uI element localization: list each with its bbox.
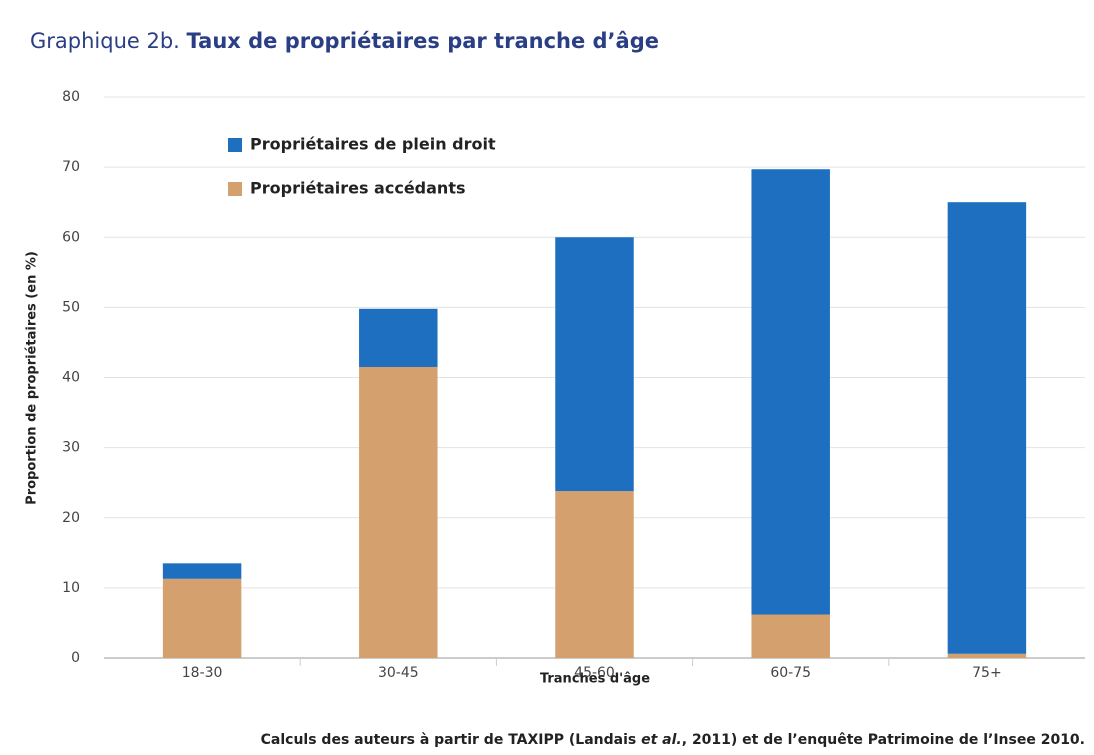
y-tick-label: 70 (62, 159, 80, 175)
x-tick-label: 18-30 (182, 665, 223, 681)
chart-title: Graphique 2b. Taux de propriétaires par … (30, 29, 659, 53)
title-text: Taux de propriétaires par tranche d’âge (187, 29, 659, 53)
bar-segment (947, 202, 1027, 654)
y-tick-label: 40 (62, 370, 80, 386)
bar-segment (555, 491, 634, 658)
bar-segment (751, 614, 830, 658)
bar-segment (162, 563, 242, 579)
source-part: et al. (641, 732, 682, 748)
x-tick-label: 45-60 (574, 665, 615, 681)
bar-segment (555, 237, 634, 492)
legend-swatch (228, 138, 242, 152)
y-tick-label: 30 (62, 440, 80, 456)
bar-segment (162, 578, 242, 658)
y-tick-label: 80 (62, 89, 80, 105)
bar-segment (359, 366, 438, 658)
y-tick-label: 60 (62, 229, 80, 245)
y-tick-label: 20 (62, 510, 80, 526)
x-tick-label: 30-45 (378, 665, 419, 681)
source-part: , 2011) et de l’enquête Patrimoine de l’… (682, 732, 1085, 748)
x-axis-label: Tranches d'âge (540, 672, 650, 687)
x-tick-label: 60-75 (770, 665, 811, 681)
source-part: Calculs des auteurs à partir de TAXIPP (… (261, 732, 641, 748)
y-tick-label: 10 (62, 580, 80, 596)
y-axis-label: Proportion de propriétaires (en %) (25, 251, 40, 505)
legend-swatch (228, 182, 242, 196)
y-tick-label: 0 (71, 650, 80, 666)
bar-segment (947, 653, 1027, 658)
bar-segment (751, 169, 830, 615)
legend-label: Propriétaires de plein droit (250, 135, 496, 154)
bar-segment (359, 308, 438, 367)
x-tick-label: 75+ (972, 665, 1002, 681)
legend-label: Propriétaires accédants (250, 179, 465, 198)
source-note: Calculs des auteurs à partir de TAXIPP (… (261, 732, 1085, 748)
y-tick-label: 50 (62, 299, 80, 315)
title-number: Graphique 2b. (30, 29, 180, 53)
